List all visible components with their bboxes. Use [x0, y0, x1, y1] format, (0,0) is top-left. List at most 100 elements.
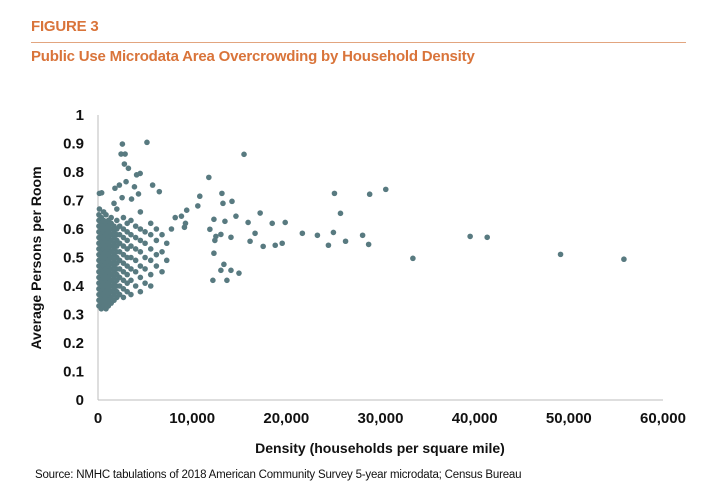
data-point [159, 268, 165, 275]
data-point [221, 261, 227, 268]
x-axis-label: Density (households per square mile) [255, 440, 505, 456]
data-point [121, 161, 128, 167]
data-point [220, 200, 226, 207]
title-divider [31, 42, 686, 43]
data-point [137, 288, 144, 295]
y-axis-label: Average Persons per Room [28, 166, 44, 349]
data-point [410, 255, 416, 262]
data-point [178, 213, 185, 219]
chart-title: Public Use Microdata Area Overcrowding b… [31, 48, 475, 65]
x-tick-label: 40,000 [452, 410, 498, 427]
x-tick-label: 60,000 [640, 410, 686, 427]
data-point [557, 251, 564, 258]
data-point [118, 151, 124, 157]
data-point [147, 220, 154, 227]
data-point [172, 214, 179, 221]
data-point [325, 242, 332, 249]
data-point [137, 226, 144, 232]
data-point [128, 291, 134, 298]
y-tick-label: 0.1 [63, 364, 84, 381]
data-point [137, 249, 144, 255]
data-point [132, 246, 139, 252]
data-point [247, 238, 253, 245]
data-point [181, 224, 188, 231]
data-point [131, 184, 138, 190]
data-point [128, 231, 134, 238]
y-tick-label: 0 [76, 392, 84, 409]
x-tick-label: 10,000 [169, 410, 215, 427]
y-tick-label: 0.8 [63, 164, 84, 181]
y-tick-label: 0.6 [63, 221, 84, 238]
data-point [142, 280, 148, 286]
y-tick-label: 0.2 [63, 335, 84, 352]
y-tick-label: 0.5 [63, 250, 84, 267]
data-point [314, 232, 321, 239]
data-point [96, 206, 103, 212]
data-point [132, 234, 139, 241]
data-point [359, 232, 366, 239]
y-tick-label: 0.9 [63, 136, 84, 153]
data-point [156, 188, 163, 195]
data-point [114, 206, 120, 212]
data-point [228, 267, 234, 274]
data-point [108, 214, 114, 221]
data-point [196, 193, 203, 200]
data-point [119, 141, 126, 147]
data-point [137, 263, 144, 269]
data-point [159, 249, 165, 255]
data-point [132, 283, 139, 289]
data-point [144, 139, 150, 146]
data-point [135, 191, 142, 197]
data-point [128, 266, 134, 272]
data-point [236, 270, 242, 276]
data-point [103, 211, 109, 218]
data-point [282, 219, 289, 226]
data-point [137, 274, 144, 281]
data-point [621, 256, 627, 263]
y-tick-labels: 0 0.1 0.2 0.3 0.4 0.5 0.6 0.7 0.8 0.9 1 [63, 107, 85, 409]
data-point [128, 243, 134, 249]
data-point [132, 257, 139, 264]
data-point [163, 257, 170, 264]
data-point [233, 213, 239, 219]
data-point [224, 277, 230, 284]
x-tick-label: 30,000 [358, 410, 404, 427]
data-point [210, 277, 216, 284]
data-point [211, 250, 217, 257]
data-point [467, 233, 473, 240]
data-point [119, 194, 125, 201]
data-point [153, 226, 160, 232]
data-point [137, 237, 144, 244]
data-point [137, 209, 144, 215]
data-point [365, 241, 372, 248]
data-point [128, 196, 135, 202]
figure-label: FIGURE 3 [31, 18, 99, 35]
data-point [269, 220, 276, 227]
data-point [206, 174, 212, 181]
data-point [147, 257, 154, 264]
x-tick-labels: 0 10,000 20,000 30,000 40,000 50,000 60,000 [94, 410, 686, 427]
data-point [147, 231, 154, 238]
data-point [120, 294, 127, 301]
data-point [111, 200, 117, 207]
x-tick-label: 20,000 [263, 410, 309, 427]
y-tick-label: 1 [76, 107, 84, 124]
data-point [228, 234, 234, 241]
source-note: Source: NMHC tabulations of 2018 America… [35, 469, 522, 481]
data-point [330, 229, 337, 236]
data-point [366, 191, 373, 198]
data-point [142, 240, 148, 247]
data-point [137, 170, 143, 177]
data-point [142, 266, 148, 272]
data-point [195, 203, 201, 209]
data-point [342, 238, 349, 245]
data-point [142, 254, 148, 261]
data-point [98, 190, 105, 196]
y-tick-label: 0.3 [63, 307, 84, 324]
data-point [382, 186, 389, 193]
data-point [142, 229, 148, 235]
data-point [112, 185, 118, 192]
data-point [183, 207, 190, 213]
data-point [299, 230, 306, 237]
